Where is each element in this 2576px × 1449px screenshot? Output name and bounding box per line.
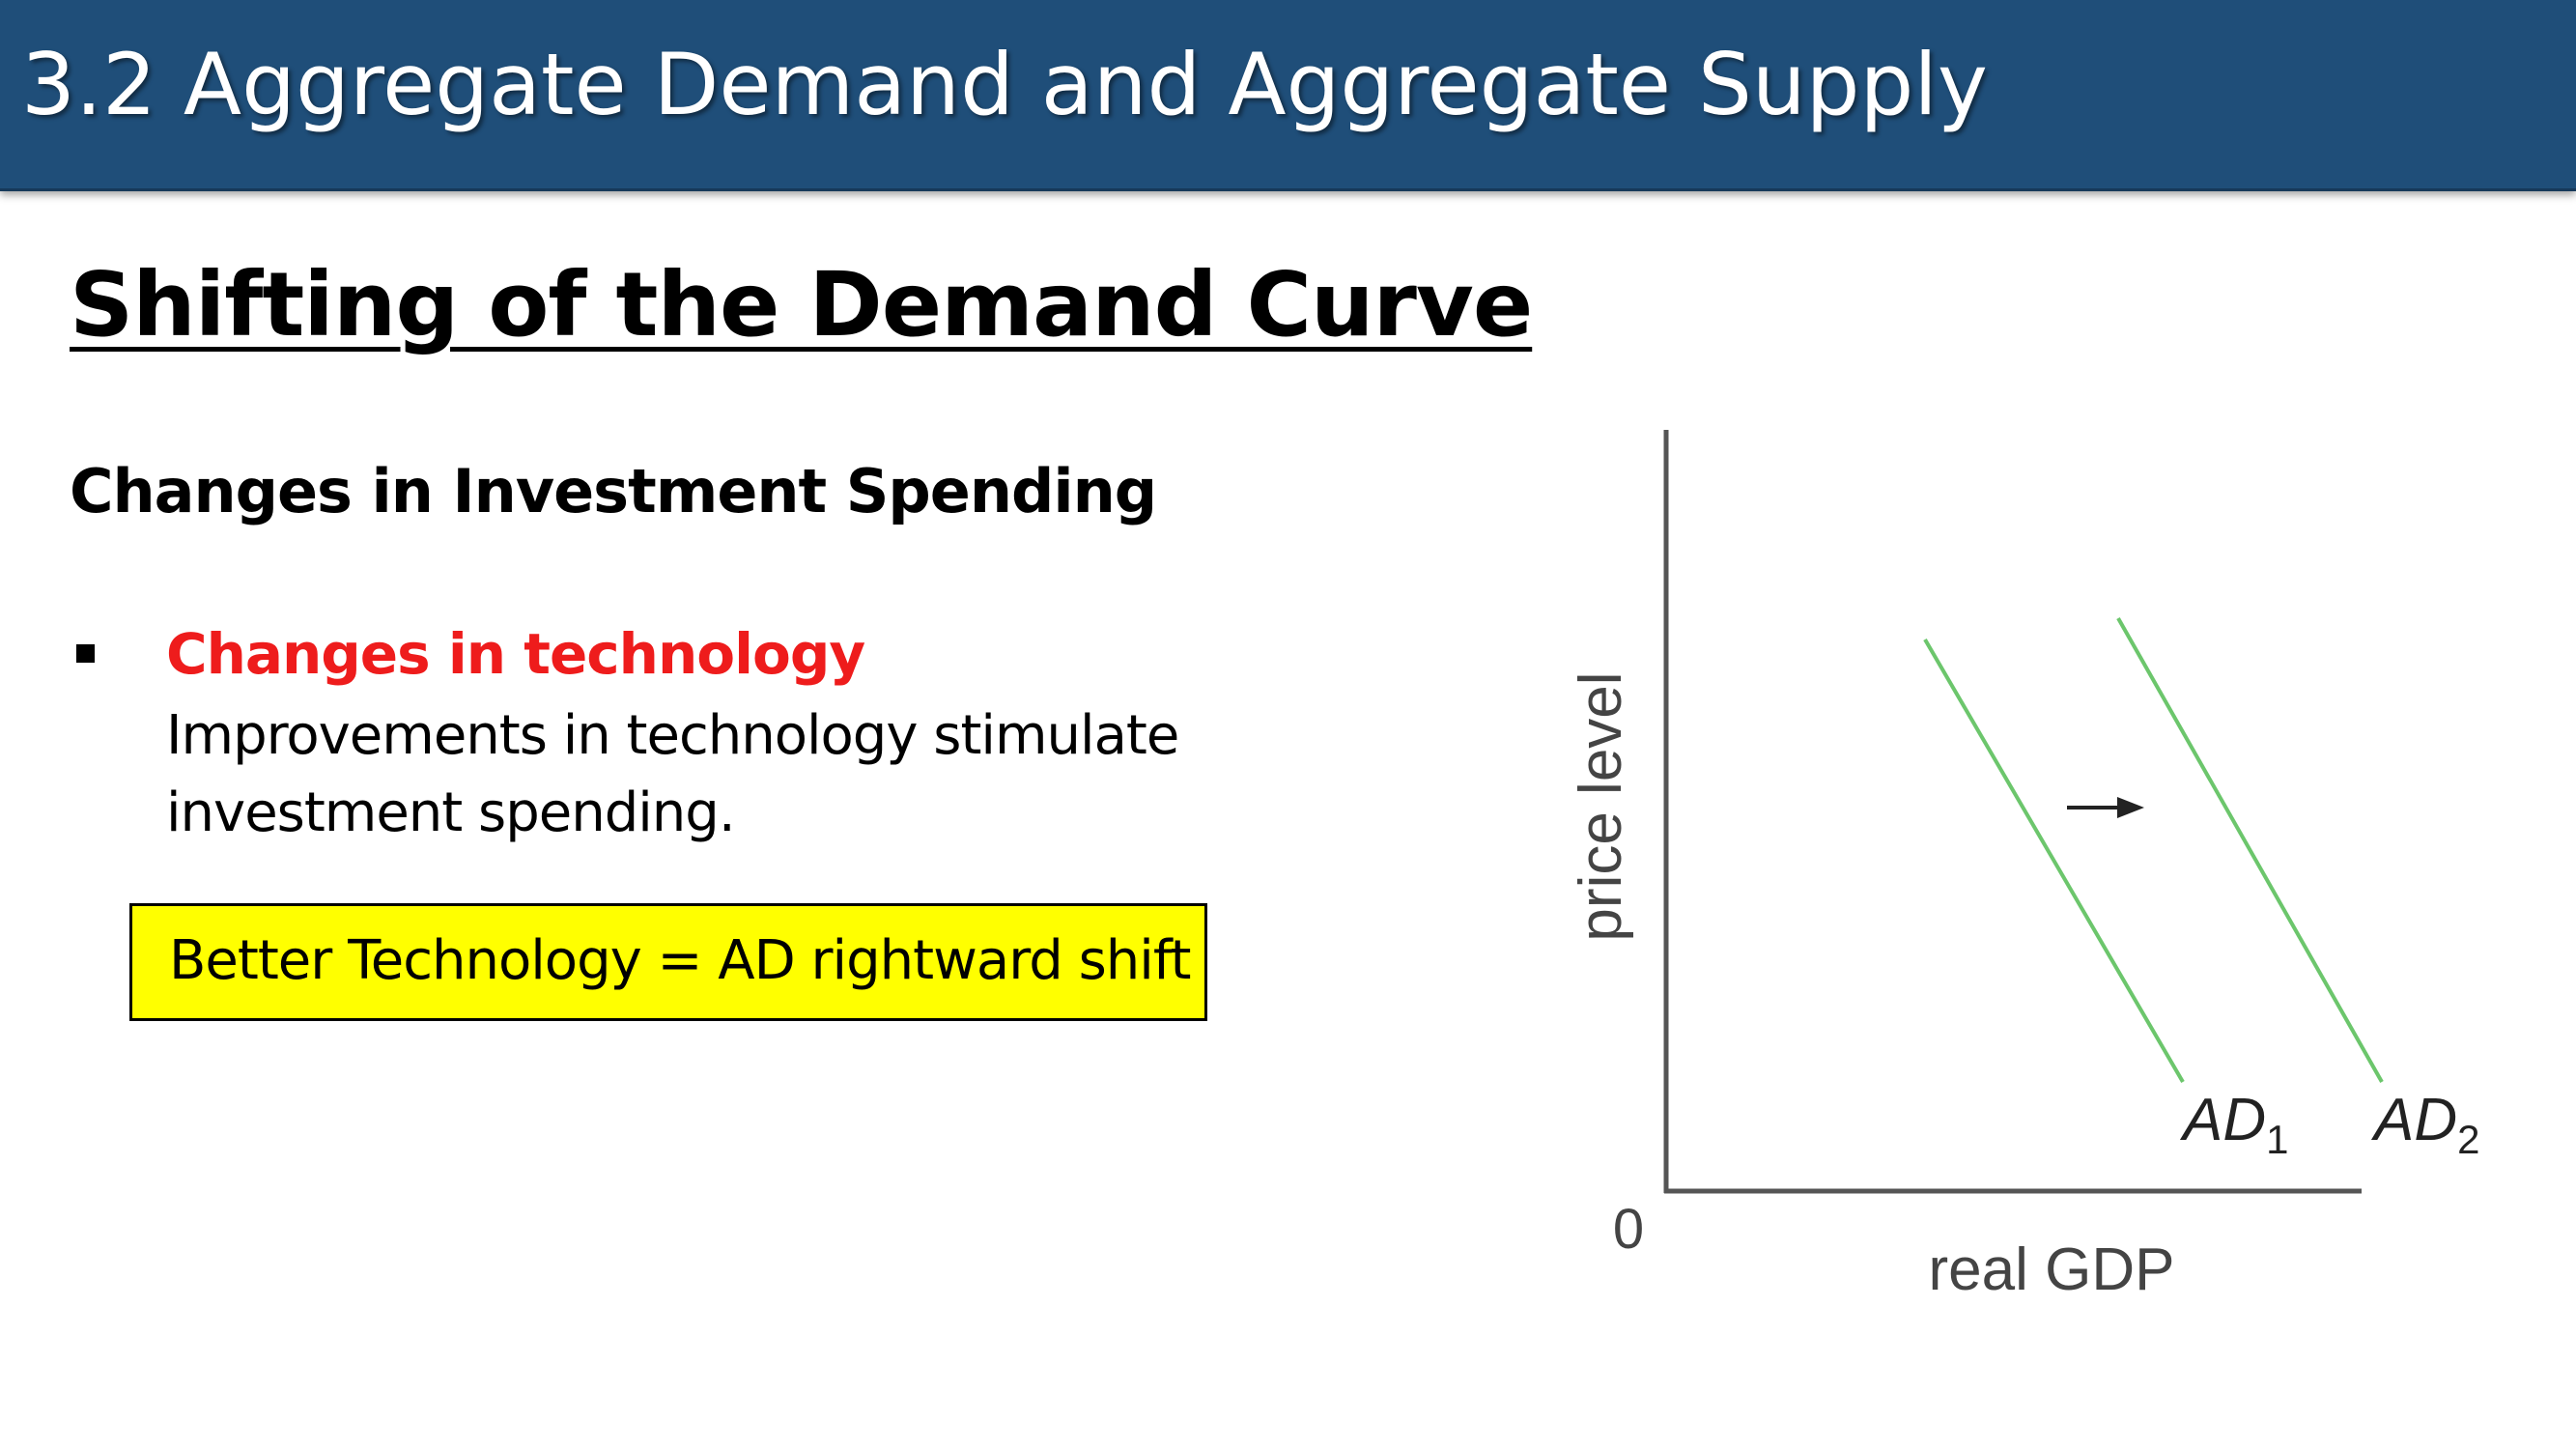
y-axis-label: price level <box>1568 671 1634 941</box>
ad1-label-sub: 1 <box>2266 1117 2288 1162</box>
ad2-label: AD2 <box>2370 1087 2480 1162</box>
subheading: Changes in Investment Spending <box>70 456 1157 526</box>
ad1-label: AD1 <box>2179 1087 2289 1162</box>
ad2-label-main: AD <box>2370 1087 2457 1153</box>
highlight-text: Better Technology = AD rightward shift <box>169 929 1191 992</box>
bullet-square-icon <box>76 644 95 663</box>
bullet-body: Improvements in technology stimulate inv… <box>166 704 1179 844</box>
slide-title: 3.2 Aggregate Demand and Aggregate Suppl… <box>21 35 1988 134</box>
ad2-curve <box>2116 617 2384 1083</box>
x-axis-label: real GDP <box>1929 1236 2175 1303</box>
shift-arrow-icon <box>2067 797 2144 818</box>
title-bar: 3.2 Aggregate Demand and Aggregate Suppl… <box>0 0 2576 191</box>
bullet-title: Changes in technology <box>166 621 865 687</box>
section-heading: Shifting of the Demand Curve <box>70 253 1533 356</box>
ad2-label-sub: 2 <box>2457 1117 2479 1162</box>
origin-label: 0 <box>1613 1198 1644 1261</box>
highlight-box: Better Technology = AD rightward shift <box>129 903 1207 1021</box>
ad1-label-main: AD <box>2179 1087 2266 1153</box>
ad1-curve <box>1923 638 2185 1084</box>
ad-shift-chart: price level 0 real GDP AD1 AD2 <box>1568 430 2480 1303</box>
